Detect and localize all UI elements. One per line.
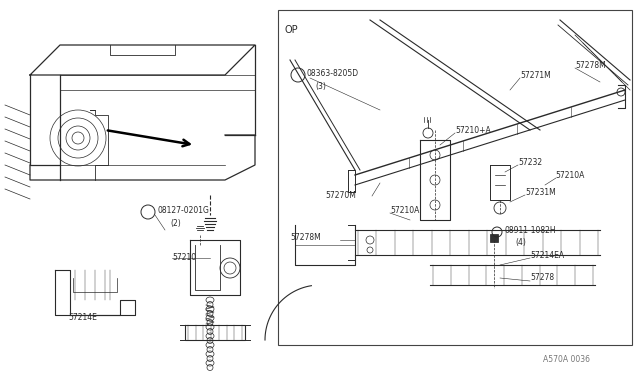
Text: 57270M: 57270M: [325, 190, 356, 199]
Bar: [278, 10, 632, 345]
Text: 57278: 57278: [530, 273, 554, 282]
Text: 57232: 57232: [518, 157, 542, 167]
Text: 57214E: 57214E: [68, 314, 97, 323]
Text: (4): (4): [515, 237, 526, 247]
Text: 57214EA: 57214EA: [530, 250, 564, 260]
Text: 57210: 57210: [172, 253, 196, 263]
Text: 57210+A: 57210+A: [455, 125, 491, 135]
Text: OP: OP: [285, 25, 299, 35]
Text: (2): (2): [170, 218, 180, 228]
Text: 57278M: 57278M: [575, 61, 605, 70]
Text: A570A 0036: A570A 0036: [543, 356, 590, 365]
Text: (3): (3): [315, 81, 326, 90]
Text: 57210A: 57210A: [555, 170, 584, 180]
Text: 08127-0201G: 08127-0201G: [158, 205, 210, 215]
Text: 57231M: 57231M: [525, 187, 556, 196]
Text: 08363-8205D: 08363-8205D: [307, 68, 359, 77]
Text: 08911-1082H: 08911-1082H: [505, 225, 557, 234]
Text: 57278M: 57278M: [290, 232, 321, 241]
Text: 57271M: 57271M: [520, 71, 551, 80]
Bar: [490, 234, 498, 242]
Text: 57210A: 57210A: [390, 205, 419, 215]
